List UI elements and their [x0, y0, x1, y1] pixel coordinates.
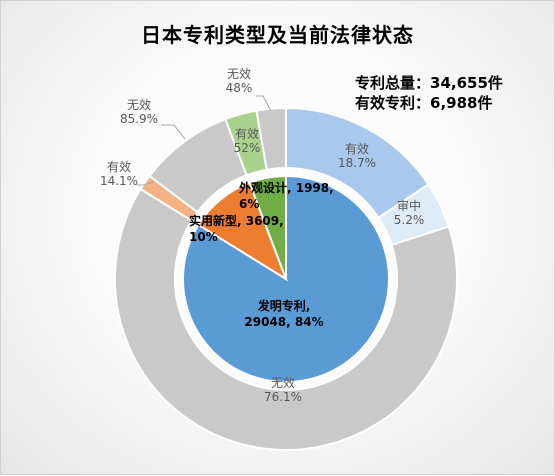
outer-label-1: 审中 5.2% [394, 198, 425, 227]
summary-box: 专利总量：34,655件 有效专利：6,988件 [355, 73, 503, 113]
chart-title: 日本专利类型及当前法律状态 [141, 23, 414, 47]
outer-label-6: 无效 48% [226, 66, 253, 95]
outer-slice-6 [255, 106, 287, 171]
summary-valid-row: 有效专利：6,988件 [355, 93, 503, 113]
summary-total-row: 专利总量：34,655件 [355, 73, 503, 93]
inner-label-1: 实用新型, 3609, 10% [189, 213, 284, 244]
summary-total-label: 专利总量： [355, 74, 431, 92]
summary-total-value: 34,655件 [430, 74, 503, 92]
outer-label-5: 有效 52% [234, 126, 261, 155]
inner-slice-2 [248, 174, 287, 280]
inner-label-2: 外观设计, 1998, 6% [239, 180, 334, 211]
summary-valid-label: 有效专利： [355, 94, 431, 112]
outer-label-0: 有效 18.7% [338, 141, 376, 170]
outer-label-2: 无效 76.1% [264, 375, 302, 404]
leader-line [137, 181, 154, 186]
outer-label-4: 无效 85.9% [120, 97, 158, 126]
summary-valid-value: 6,988件 [430, 94, 493, 112]
outer-slice-2 [114, 187, 458, 451]
leader-line [256, 95, 272, 112]
inner-label-0: 发明专利, 29048, 84% [244, 298, 323, 329]
leader-line [161, 124, 186, 140]
outer-label-3: 有效 14.1% [100, 159, 138, 188]
